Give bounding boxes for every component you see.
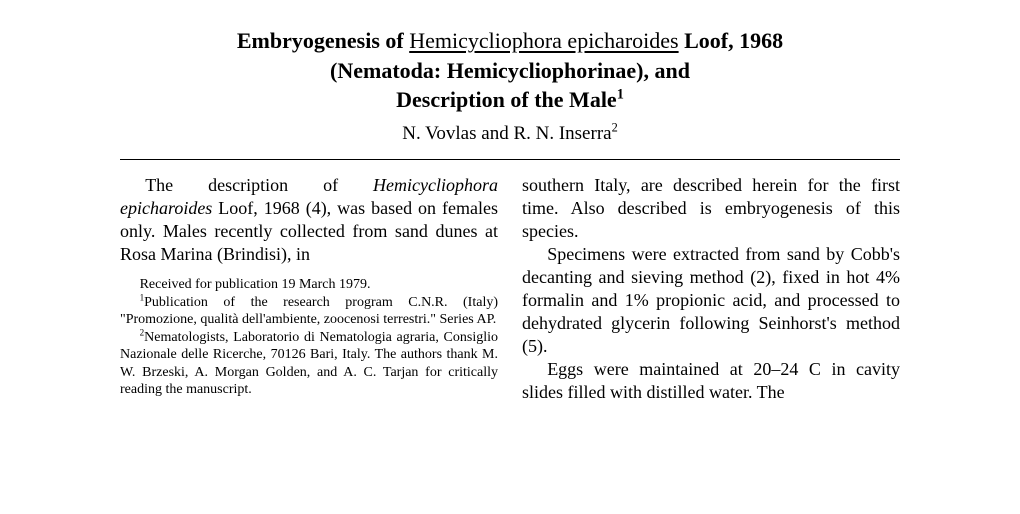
footnote-2: 2Nematologists, Laboratorio di Nematolog… — [120, 329, 498, 399]
title-line-3-text: Description of the Male — [396, 87, 617, 112]
title-footnote-ref: 1 — [617, 87, 624, 103]
page: Embryogenesis of Hemicycliophora epichar… — [0, 0, 1020, 404]
body-columns: The description of Hemicycliophora epich… — [120, 174, 900, 404]
title-prefix: Embryogenesis of — [237, 28, 409, 53]
title-line-2: (Nematoda: Hemicycliophorinae), and — [120, 56, 900, 86]
footnote-1: 1Publication of the research program C.N… — [120, 294, 498, 329]
title-species: Hemicycliophora epicharoides — [409, 28, 678, 53]
title-line-1: Embryogenesis of Hemicycliophora epichar… — [120, 26, 900, 56]
paragraph-3: Specimens were extracted from sand by Co… — [522, 243, 900, 358]
title-block: Embryogenesis of Hemicycliophora epichar… — [120, 26, 900, 115]
footnotes: Received for publication 19 March 1979. … — [120, 276, 498, 399]
title-line-3: Description of the Male1 — [120, 85, 900, 115]
authors: N. Vovlas and R. N. Inserra2 — [120, 123, 900, 145]
footnote-2-text: Nematologists, Laboratorio di Nematologi… — [120, 330, 498, 398]
paragraph-4: Eggs were maintained at 20–24 C in cavit… — [522, 358, 900, 404]
title-suffix: Loof, 1968 — [679, 28, 784, 53]
horizontal-rule — [120, 159, 900, 160]
footnote-1-text: Publication of the research program C.N.… — [120, 295, 498, 328]
authors-text: N. Vovlas and R. N. Inserra — [402, 123, 611, 144]
paragraph-2: southern Italy, are described herein for… — [522, 174, 900, 243]
p1-a: The description of — [145, 175, 373, 195]
authors-footnote-ref: 2 — [612, 121, 618, 135]
footnote-received: Received for publication 19 March 1979. — [120, 276, 498, 294]
paragraph-1: The description of Hemicycliophora epich… — [120, 174, 498, 266]
